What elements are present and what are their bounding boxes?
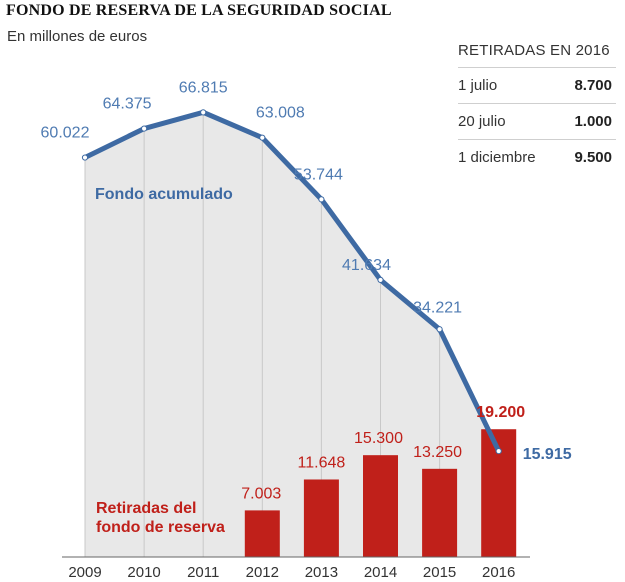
bar [363,455,398,557]
line-data-label: 63.008 [256,105,305,122]
bar-data-label: 19.200 [476,404,525,421]
bar-data-label: 7.003 [241,485,281,502]
withdrawal-date: 1 julio [458,77,498,94]
withdrawal-amount: 1.000 [574,113,612,130]
bar-data-label: 11.648 [298,454,346,471]
line-data-label: 34.221 [413,299,462,316]
x-tick-label: 2014 [364,564,397,581]
x-tick-label: 2016 [482,564,515,581]
series-label-withdrawals: Retiradas del [96,500,196,517]
line-data-label: 64.375 [103,96,152,113]
x-tick-label: 2012 [246,564,279,581]
withdrawals-table: RETIRADAS EN 2016 1 julio 8.700 20 julio… [458,42,616,175]
x-tick-label: 2011 [187,564,219,581]
bar-data-label: 15.300 [354,430,403,447]
withdrawal-amount: 9.500 [574,149,612,166]
fund-point [141,125,148,132]
x-tick-label: 2013 [305,564,338,581]
line-data-label: 53.744 [294,166,343,183]
line-data-label: 60.022 [41,125,90,142]
bar-data-label: 13.250 [413,444,462,461]
fund-point [436,326,443,333]
fund-point [377,276,384,284]
line-data-label: 66.815 [179,79,228,96]
x-tick-label: 2015 [423,564,456,581]
fund-point [200,109,207,116]
withdrawals-table-title: RETIRADAS EN 2016 [458,42,616,68]
series-label-fund: Fondo acumulado [95,186,233,203]
series-label-withdrawals: fondo de reserva [96,519,225,536]
fund-point [81,154,89,161]
withdrawals-row: 1 julio 8.700 [458,68,616,104]
fund-point [495,447,502,455]
chart-subtitle: En millones de euros [7,28,148,45]
withdrawals-row: 20 julio 1.000 [458,104,616,140]
fund-line [82,109,502,454]
bar [422,468,458,557]
line-data-label: 15.915 [523,446,572,463]
bar [303,479,339,557]
x-tick-label: 2010 [127,564,160,581]
chart-title: FONDO DE RESERVA DE LA SEGURIDAD SOCIAL [6,2,392,19]
fund-point [318,196,325,203]
area-fill [85,112,499,557]
withdrawal-amount: 8.700 [574,77,612,94]
withdrawal-date: 20 julio [458,113,506,130]
fund-point [259,134,266,141]
x-tick-label: 2009 [68,564,101,581]
line-data-label: 41.634 [342,257,391,274]
withdrawals-row: 1 diciembre 9.500 [458,140,616,175]
bar [244,510,280,557]
withdrawal-date: 1 diciembre [458,149,536,166]
